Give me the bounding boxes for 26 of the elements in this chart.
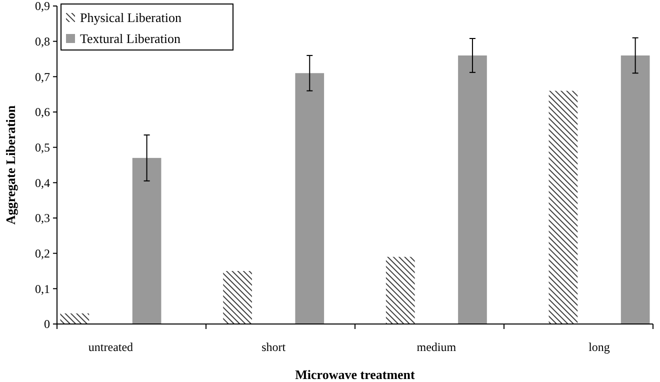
x-axis-title: Microwave treatment: [295, 367, 416, 382]
y-tick-label: 0,7: [35, 70, 50, 84]
y-tick-label: 0,2: [35, 246, 50, 261]
bar: [60, 313, 90, 324]
legend-label: Textural Liberation: [80, 31, 182, 46]
bar: [295, 73, 324, 324]
y-tick-label: 0,8: [35, 34, 50, 49]
bar: [458, 55, 487, 324]
y-tick-label: 0: [44, 317, 50, 332]
bar: [132, 158, 162, 324]
y-tick-label: 0,5: [35, 140, 50, 155]
bar: [223, 271, 252, 324]
y-tick-label: 0,1: [35, 282, 50, 296]
x-tick-label: untreated: [88, 340, 134, 354]
x-tick-label: medium: [416, 340, 457, 354]
x-tick-label: long: [588, 340, 610, 354]
y-tick-label: 0,9: [35, 0, 50, 14]
y-tick-label: 0,3: [35, 211, 50, 226]
y-axis-title: Aggregate Liberation: [3, 104, 18, 225]
x-tick-label: short: [262, 340, 286, 354]
bar: [620, 55, 650, 324]
y-tick-label: 0,4: [35, 176, 50, 190]
legend-label: Physical Liberation: [80, 10, 182, 25]
bar: [548, 90, 578, 324]
y-tick-label: 0,6: [35, 105, 50, 120]
bar: [386, 256, 415, 324]
